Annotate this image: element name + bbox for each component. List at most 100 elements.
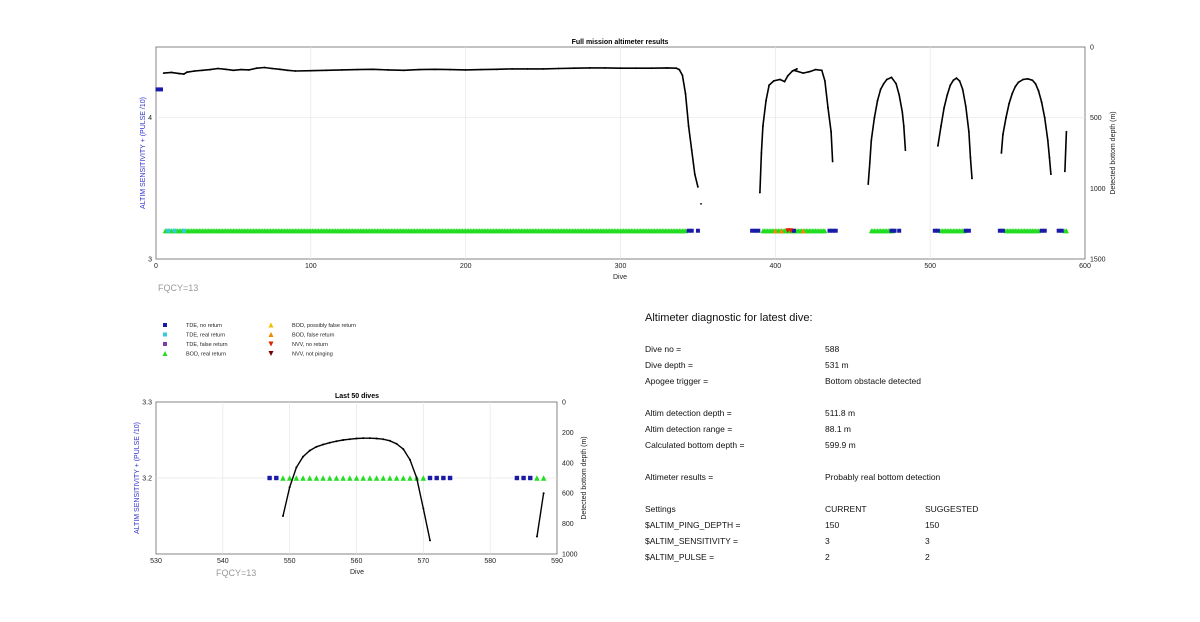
settings-header-row: Settings CURRENT SUGGESTED [645,504,1115,520]
bottom-depth-point [557,67,560,70]
tde-no-return-marker [695,228,700,233]
bottom-depth-point [309,69,312,72]
tde-no-return-marker [528,475,533,481]
bottom-depth-point [802,72,805,75]
x-tick-label: 300 [615,263,627,270]
bottom-depth-point [302,455,305,458]
bottom-depth-point [961,88,964,91]
legend-label: BOD, possibly false return [292,323,356,329]
ping-depth-suggested: 150 [925,520,940,530]
bottom-depth-point [697,186,699,188]
bod-real-return-marker [327,475,333,481]
tde-no-return-marker [889,228,894,233]
bottom-depth-point [382,438,385,441]
bottom-depth-line [536,493,545,537]
bottom-depth-point [684,92,687,95]
bottom-depth-point [495,68,498,71]
bottom-depth-point [765,99,767,102]
bod-real-return-marker [300,475,306,481]
legend-square-icon [163,332,167,337]
bottom-depth-point [949,84,952,87]
tde-no-return-marker [427,475,433,481]
bottom-depth-point [271,67,274,70]
bottom-depth-point [967,130,970,133]
bottom-depth-line [163,66,699,188]
settings-label: Settings [645,504,676,514]
zoom-tick-labels: 530 540 550 560 570 580 590 3.2 3.3 0 200 400 600 800… [142,400,577,566]
x-tick-label: 570 [417,558,429,565]
tde-no-return-marker [267,475,272,481]
bod-real-return-marker [333,475,340,481]
bottom-depth-point [1048,156,1051,159]
bottom-depth-point [681,74,684,77]
right-y-tick-label: 1000 [1090,186,1106,193]
bottom-depth-point [362,437,365,440]
bottom-depth-point [650,67,653,70]
bottom-depth-point [943,106,946,109]
bod-real-return-marker [340,475,346,481]
bottom-depth-point [678,68,681,71]
bottom-depth-point [308,449,311,452]
bottom-depth-point [588,67,591,69]
bottom-depth-point [1005,116,1007,119]
nvv-no-return-marker [788,228,794,234]
zoom-x-axis-label: Dive [350,569,364,576]
bottom-depth-point [940,125,942,128]
bottom-depth-point [1011,92,1014,95]
right-y-tick-label: 800 [562,521,574,528]
bottom-depth-point [294,70,297,72]
last-50-dives-chart: Last 50 dives 530 540 550 560 570 580 590 3.2 3.… [134,393,588,578]
bottom-depth-point [700,202,702,205]
bottom-depth-point [1050,173,1052,176]
bottom-depth-point [263,66,266,69]
altim-det-range-value: 88.1 m [825,424,851,434]
tde-no-return-marker [830,228,835,233]
bottom-depth-point [356,68,359,71]
right-y-tick-label: 400 [562,460,574,467]
right-y-tick-label: 500 [1090,115,1102,122]
bottom-depth-point [433,68,436,71]
bottom-depth-point [422,507,425,510]
x-tick-label: 100 [305,263,317,270]
diagnostic-panel: Altimeter diagnostic for latest dive: Di… [645,312,1115,568]
bottom-depth-point [368,437,371,440]
right-y-tick-label: 1000 [562,552,578,559]
legend-label: NVV, no return [292,342,328,348]
full-mission-chart: Full mission altimeter results 0 100 200 30… [140,39,1117,293]
bottom-depth-point [895,82,898,85]
tde-no-return-marker [997,228,1002,233]
tde-real-return-marker [172,228,177,233]
bottom-depth-point [526,68,529,70]
diagnostic-title: Altimeter diagnostic for latest dive: [645,312,813,324]
tde-no-return-marker [1000,228,1005,233]
bottom-depth-point [535,535,538,538]
pulse-row: $ALTIM_PULSE = 2 2 [645,552,1115,568]
bottom-depth-point [375,437,378,440]
tde-no-return-marker [935,228,940,233]
results-label: Altimeter results = [645,472,714,482]
x-tick-label: 540 [217,558,229,565]
bottom-depth-point [232,69,235,72]
ping-depth-label: $ALTIM_PING_DEPTH = [645,520,741,530]
ping-depth-row: $ALTIM_PING_DEPTH = 150 150 [645,520,1115,536]
main-marker-layer [155,87,1069,234]
bottom-depth-point [1037,89,1040,92]
bottom-depth-point [328,441,331,444]
tde-no-return-marker [932,228,937,233]
left-y-tick-label: 3 [148,257,152,264]
bottom-depth-point [348,438,351,441]
right-y-tick-label: 600 [562,491,574,498]
left-y-tick-label: 3.2 [142,476,152,483]
bottom-depth-point [224,68,227,71]
bottom-depth-point [1046,139,1049,142]
legend-label: TDE, real return [186,333,225,339]
bottom-depth-point [969,156,972,159]
tde-no-return-marker [514,475,520,481]
bottom-depth-point [687,125,690,128]
bottom-depth-point [201,69,204,72]
pulse-label: $ALTIM_PULSE = [645,552,715,562]
bottom-depth-point [693,173,696,176]
tde-no-return-marker [750,228,755,233]
tde-no-return-marker [791,228,796,233]
bottom-depth-point [1014,85,1017,88]
